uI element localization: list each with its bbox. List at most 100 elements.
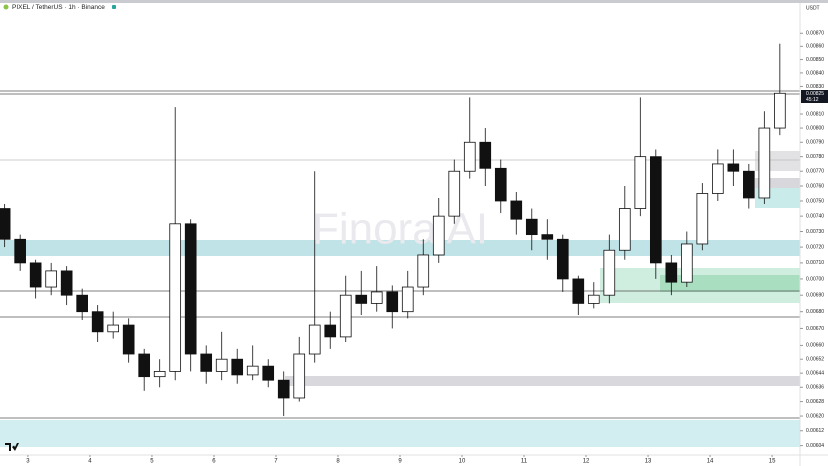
- candle-body: [587, 294, 600, 304]
- x-tick-label: 3: [26, 459, 30, 465]
- tv-logo: [5, 443, 19, 451]
- plot: [0, 43, 786, 417]
- x-tick-label: 10: [459, 459, 466, 465]
- candle-body: [76, 294, 88, 313]
- zone: [0, 420, 800, 447]
- y-tick-label: 0.00730: [806, 229, 824, 235]
- candle-body: [169, 223, 182, 372]
- zone: [0, 240, 800, 256]
- y-tick-label: 0.00644: [806, 370, 824, 376]
- x-tick-label: 9: [398, 459, 402, 465]
- candle-body: [432, 215, 445, 256]
- candle-body: [293, 353, 306, 399]
- candle-body: [122, 324, 135, 355]
- y-tick-label: 0.00830: [806, 84, 824, 90]
- candle-body: [370, 291, 383, 304]
- candle-body: [541, 234, 554, 240]
- y-tick-label: 0.00620: [806, 413, 824, 419]
- y-tick-label: 0.00636: [806, 385, 824, 391]
- candle-body: [712, 163, 724, 194]
- candle-body: [417, 254, 430, 288]
- y-tick-label: 0.00628: [806, 399, 824, 405]
- candle-body: [0, 208, 11, 240]
- candle-body: [200, 353, 213, 372]
- candle-body: [665, 262, 678, 283]
- candle-body: [138, 353, 151, 378]
- candle-body: [696, 193, 709, 245]
- candle-body: [603, 249, 616, 296]
- symbol-icon: [3, 4, 9, 10]
- candle-body: [758, 127, 771, 199]
- y-tick-label: 0.00670: [806, 326, 824, 332]
- candle-body: [510, 200, 523, 220]
- candle-body: [556, 238, 569, 280]
- candle-body: [153, 370, 166, 378]
- candle-body: [324, 324, 337, 338]
- candle-body: [525, 218, 538, 236]
- x-tick-label: 14: [707, 459, 714, 465]
- y-tick-label: 0.00680: [806, 309, 824, 315]
- candle-body: [277, 379, 290, 399]
- x-tick-label: 15: [769, 459, 776, 465]
- y-tick-label: 0.00720: [806, 244, 824, 250]
- y-tick-label: 0.00800: [806, 125, 824, 131]
- y-tick-label: 0.00780: [806, 154, 824, 160]
- x-tick-label: 13: [645, 459, 652, 465]
- candle-body: [246, 365, 259, 376]
- watermark: Finora AI: [312, 205, 488, 254]
- candle-body: [184, 223, 197, 355]
- candle-body: [618, 208, 631, 251]
- candle-body: [14, 238, 26, 264]
- x-tick-label: 12: [583, 459, 590, 465]
- candle-body: [60, 270, 73, 296]
- x-tick-label: 11: [521, 459, 528, 465]
- x-tick-label: 4: [88, 459, 92, 465]
- y-tick-label: 0.00700: [806, 276, 824, 282]
- candle-body: [91, 311, 104, 333]
- x-tick-label: 5: [150, 459, 154, 465]
- price-tag: 0.00825: [806, 91, 824, 97]
- candle-body: [680, 243, 693, 283]
- candle-body: [45, 270, 57, 288]
- candle-body: [743, 170, 755, 199]
- y-tick-label: 0.00740: [806, 213, 824, 219]
- x-tick-label: 6: [212, 459, 216, 465]
- y-tick-label: 0.00690: [806, 293, 824, 299]
- y-tick-label: 0.00710: [806, 260, 824, 266]
- y-tick-label: 0.00810: [806, 111, 824, 117]
- candle-body: [308, 324, 321, 355]
- x-tick-label: 7: [274, 459, 278, 465]
- candle-body: [494, 167, 507, 202]
- price-tag-box: [801, 90, 828, 103]
- y-tick-label: 0.00750: [806, 198, 824, 204]
- candle-body: [107, 324, 120, 333]
- y-tick-label: 0.00652: [806, 357, 824, 363]
- x-tick-label: 8: [336, 459, 340, 465]
- y-tick-label: 0.00760: [806, 183, 824, 189]
- candle-body: [479, 141, 492, 169]
- logo-mark: [5, 443, 19, 451]
- y-tick-label: 0.00840: [806, 70, 824, 76]
- candle-body: [448, 170, 461, 217]
- zone: [755, 178, 800, 188]
- candle-body: [727, 163, 740, 172]
- candle-body: [355, 294, 368, 304]
- zone: [660, 275, 800, 292]
- y-tick-label: 0.00850: [806, 57, 824, 63]
- candle-body: [262, 365, 275, 381]
- y-tick-label: 0.00790: [806, 140, 824, 146]
- y-tick-label: 0.00770: [806, 169, 824, 175]
- y-tick-label: 0.00860: [806, 44, 824, 50]
- top-bar: [0, 0, 828, 3]
- levels: [0, 90, 800, 419]
- candle-body: [401, 286, 414, 313]
- candle-body: [774, 92, 786, 129]
- zone: [285, 376, 800, 386]
- candle-body: [386, 291, 399, 313]
- countdown: 45:12: [806, 97, 819, 103]
- candle-body: [231, 358, 244, 376]
- y-tick-label: 0.00604: [806, 443, 824, 449]
